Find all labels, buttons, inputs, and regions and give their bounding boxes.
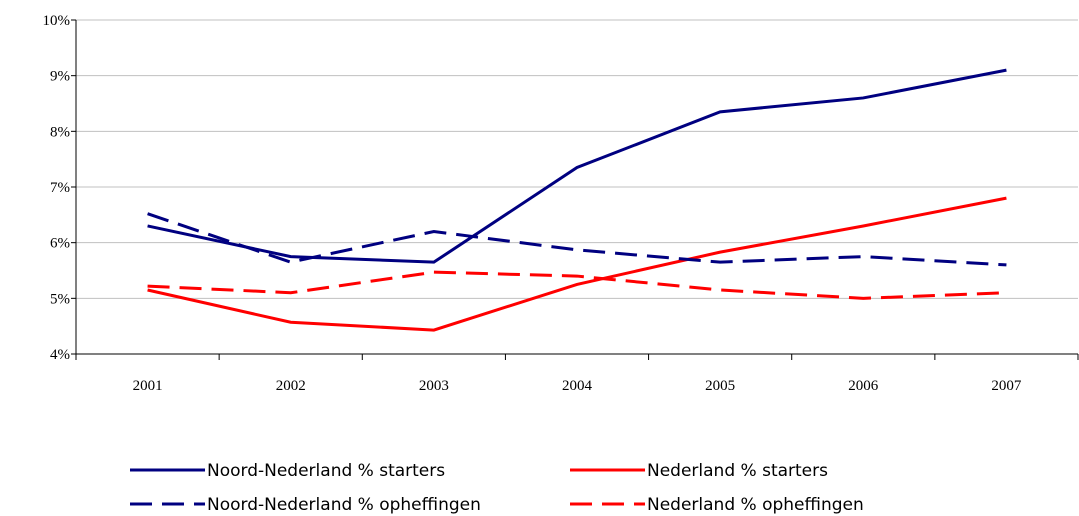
- y-tick-label: 6%: [50, 236, 70, 252]
- x-tick-label: 2003: [419, 378, 449, 394]
- legend-label: Nederland % opheffingen: [647, 495, 864, 515]
- series-line: [147, 212, 1007, 267]
- y-tick-label: 8%: [50, 124, 70, 140]
- legend-label: Noord-Nederland % starters: [207, 461, 445, 481]
- legend-label: Nederland % starters: [647, 461, 828, 481]
- legend-label: Noord-Nederland % opheffingen: [207, 495, 481, 515]
- x-tick-label: 2005: [705, 378, 735, 394]
- x-tick-label: 2001: [133, 378, 163, 394]
- y-tick-label: 9%: [50, 69, 70, 85]
- y-tick-label: 7%: [50, 180, 70, 196]
- series-line: [147, 68, 1007, 264]
- x-tick-label: 2006: [848, 378, 879, 394]
- y-tick-label: 4%: [50, 347, 70, 363]
- y-tick-label: 10%: [43, 13, 71, 29]
- series-line: [147, 196, 1007, 332]
- x-tick-label: 2004: [562, 378, 593, 394]
- x-tick-label: 2007: [991, 378, 1022, 394]
- y-tick-label: 5%: [50, 291, 70, 307]
- x-tick-label: 2002: [276, 378, 306, 394]
- series-line: [147, 270, 1007, 300]
